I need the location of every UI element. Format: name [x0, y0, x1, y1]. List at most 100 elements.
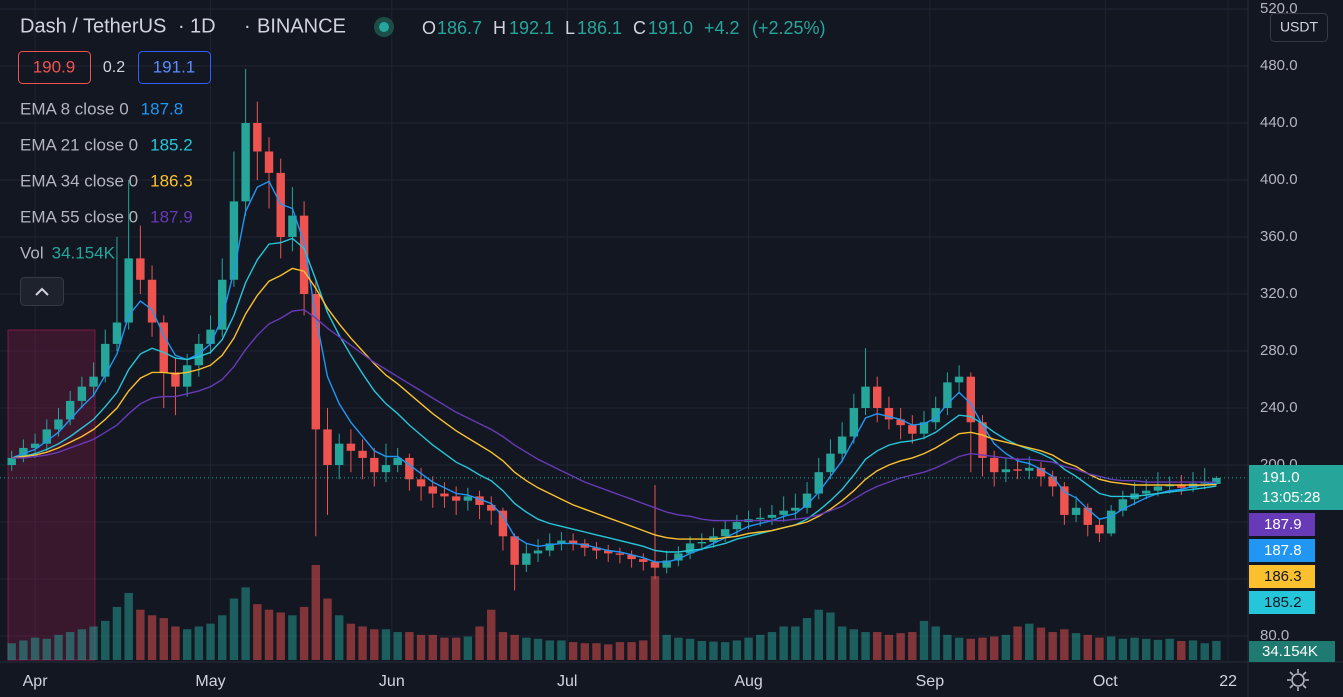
volume-box [1249, 641, 1335, 662]
candle-body [779, 510, 788, 515]
candle-body [416, 479, 426, 487]
volume-bar [311, 565, 321, 660]
candle-body [1177, 484, 1186, 488]
volume-bar [1025, 623, 1034, 660]
settings-rays[interactable] [1287, 669, 1309, 691]
ema-line [11, 267, 1217, 540]
legend-value: 186.3 [150, 171, 193, 190]
spread: 0.2 [103, 59, 125, 76]
candle-body [42, 429, 51, 444]
volume-bar [814, 609, 823, 660]
volume-bar [405, 632, 414, 660]
candle-body [171, 372, 180, 387]
candle-body [323, 429, 332, 466]
high-value: 192.1 [509, 18, 554, 38]
x-tick-label: Oct [1093, 673, 1118, 690]
volume-bar [966, 638, 976, 660]
candle-body [849, 408, 859, 437]
candle-body [370, 457, 379, 473]
volume-bar [1165, 638, 1174, 660]
candle-body [1212, 477, 1221, 484]
candle-body [814, 472, 823, 494]
candle-body [311, 294, 321, 430]
candle-body [791, 507, 800, 511]
candle-body [1165, 484, 1174, 487]
volume-bar [498, 632, 508, 660]
candle-body [1106, 510, 1116, 534]
symbol[interactable]: Dash / TetherUS [20, 15, 166, 37]
volume-bar [253, 604, 262, 660]
ask-box[interactable] [138, 51, 211, 84]
volume-bar [732, 640, 742, 660]
volume-bar [1048, 632, 1057, 660]
candle-body [873, 386, 882, 409]
volume-bar [89, 626, 98, 660]
volume-bar [241, 587, 250, 660]
volume-bar [19, 640, 28, 660]
candle-body [603, 550, 613, 554]
separator-dot: · [244, 15, 251, 37]
volume-bar [124, 592, 133, 660]
x-tick-label: Jun [379, 673, 405, 690]
candle-body [440, 493, 449, 497]
candle-body [639, 559, 648, 562]
volume-profile-zone [7, 329, 96, 661]
volume-bar [370, 629, 379, 660]
candle-body [674, 553, 683, 561]
volume-bar [709, 641, 718, 660]
candle-body [662, 560, 671, 568]
interval[interactable]: 1D [190, 15, 216, 37]
volume-box-label: 34.154K [1262, 643, 1318, 660]
price-box-label: 185.2 [1264, 594, 1302, 611]
candle-body [756, 517, 765, 520]
volume-bar [30, 637, 40, 660]
legend-name: EMA 55 close 0 [20, 207, 138, 226]
volume-bar [428, 634, 437, 660]
volume-bar [451, 637, 461, 660]
settings-icon[interactable] [1287, 669, 1309, 691]
candle-body [1118, 499, 1128, 511]
candle-body [1200, 482, 1209, 484]
x-tick-label: Sep [916, 673, 945, 690]
candle-body [229, 201, 239, 280]
candle-body [802, 493, 812, 508]
candle-body [919, 422, 929, 434]
volume-bar [487, 609, 496, 660]
volume-bar [381, 629, 391, 660]
candle-body [908, 425, 917, 434]
volume-bar [744, 637, 753, 660]
candle-body [147, 279, 157, 323]
currency-button[interactable] [1270, 13, 1328, 42]
currency[interactable]: USDT [1280, 19, 1319, 35]
candle-body [545, 543, 554, 551]
volume-bar [1153, 639, 1163, 660]
low-letter: L [565, 18, 575, 38]
candle-body [884, 408, 894, 420]
legend-value: 187.8 [141, 99, 184, 118]
legend-name: EMA 34 close 0 [20, 171, 138, 190]
volume-bar [299, 606, 309, 660]
bid-box[interactable] [18, 51, 91, 84]
volume-bar [662, 634, 671, 660]
price-box [1249, 539, 1315, 562]
candle-body [1048, 476, 1057, 487]
volume-bar [627, 642, 636, 660]
collapse-button[interactable] [20, 277, 64, 306]
y-tick-label: 320.0 [1260, 285, 1298, 302]
candle-body [697, 541, 706, 544]
candle-body [1013, 469, 1022, 471]
bid[interactable]: 190.9 [33, 57, 76, 76]
volume-bar [931, 626, 940, 660]
candle-body [966, 376, 976, 423]
volume-bar [545, 640, 554, 660]
candle-body [510, 536, 519, 565]
ask[interactable]: 191.1 [153, 57, 196, 76]
volume-bar [896, 633, 905, 660]
candle-body [989, 457, 999, 473]
volume-bar [989, 636, 999, 660]
volume-bar [697, 641, 706, 660]
volume-bar [7, 643, 16, 660]
volume-bar [463, 636, 473, 660]
change: +4.2 [704, 18, 740, 38]
settings-ring[interactable] [1291, 673, 1305, 687]
